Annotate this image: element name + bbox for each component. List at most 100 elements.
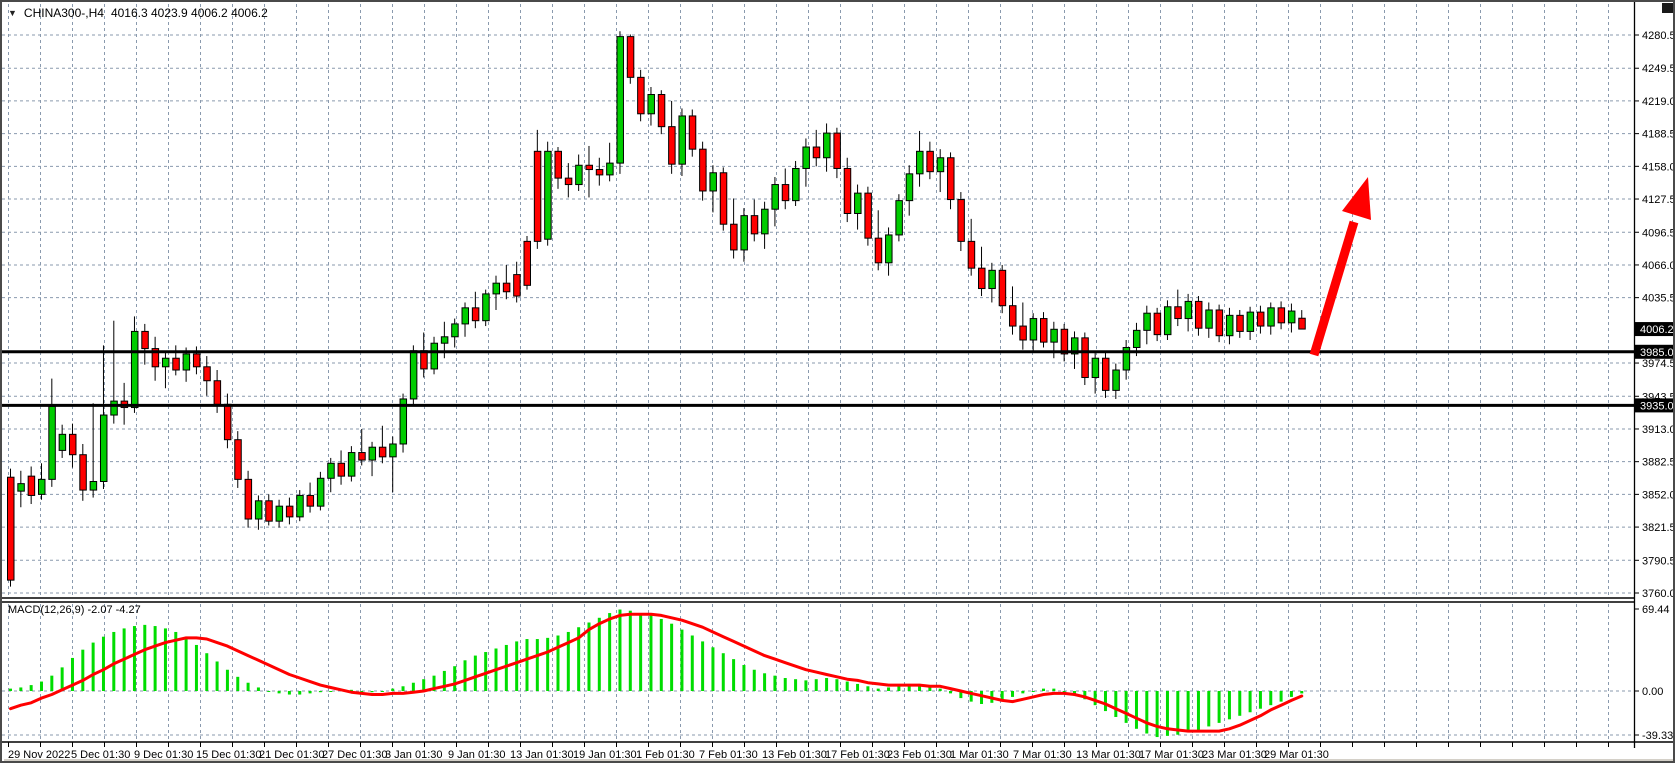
macd-histogram-bar	[577, 627, 581, 691]
macd-histogram-bar	[401, 686, 405, 691]
macd-histogram-bar	[112, 631, 116, 691]
macd-histogram-bar	[1207, 691, 1211, 727]
macd-histogram-bar	[101, 636, 105, 691]
macd-histogram-bar	[566, 631, 570, 691]
candle-bullish	[1184, 300, 1193, 320]
macd-tick-label: 0.00	[1642, 686, 1663, 698]
candle-bearish	[947, 157, 955, 201]
macd-histogram-bar	[70, 657, 74, 691]
date-label: 27 Dec 01:30	[322, 749, 387, 761]
macd-histogram-bar	[411, 682, 415, 691]
price-axis[interactable]: 4280.5 4249.5 4219.0 4188.5 4158.0 4127.5 4096…	[1634, 30, 1675, 600]
candle-bullish	[89, 481, 98, 491]
date-label: 1 Feb 01:30	[636, 749, 695, 761]
macd-histogram-bar	[463, 660, 467, 691]
macd-histogram-bar	[556, 635, 560, 691]
candle-bearish	[595, 169, 604, 176]
candle-bearish	[213, 380, 222, 405]
candle-bearish	[1194, 300, 1203, 329]
macd-histogram-bar	[525, 639, 529, 691]
window-corner-box	[1662, 3, 1673, 13]
macd-histogram-bar	[918, 683, 922, 691]
price-tick-label: 4188.5	[1642, 129, 1675, 141]
price-tick-label: 4035.5	[1642, 293, 1675, 305]
candle-bearish	[564, 177, 573, 186]
candle-bullish	[895, 200, 903, 236]
candle-bullish	[905, 173, 914, 202]
price-tick-label: 3974.5	[1642, 358, 1675, 370]
macd-histogram-bar	[1300, 691, 1304, 694]
macd-histogram-bar	[969, 691, 973, 702]
symbol-dropdown-icon[interactable]: ▼	[8, 8, 17, 18]
macd-histogram-bar	[618, 609, 622, 691]
candle-bearish	[812, 146, 821, 159]
macd-histogram-bar	[1196, 691, 1200, 730]
candle-bullish	[316, 477, 325, 507]
candle-bearish	[554, 150, 562, 179]
macd-histogram-bar	[1186, 691, 1190, 733]
candle-bearish	[1298, 317, 1306, 330]
price-tick-label: 3821.5	[1642, 522, 1675, 534]
macd-histogram-bar	[19, 687, 23, 691]
candle-bearish	[637, 76, 645, 115]
date-label: 7 Mar 01:30	[1013, 749, 1072, 761]
candle-bearish	[843, 167, 852, 214]
candle-bullish	[616, 36, 624, 164]
macd-histogram-bar	[1093, 691, 1097, 706]
macd-histogram-bar	[845, 681, 849, 691]
macd-histogram-bar	[360, 691, 364, 692]
candle-bullish	[792, 167, 800, 202]
macd-histogram-bar	[721, 653, 725, 691]
candle-bullish	[1122, 347, 1131, 371]
macd-histogram-bar	[308, 691, 312, 694]
macd-histogram-bar	[236, 676, 240, 691]
macd-histogram-bar	[535, 639, 539, 691]
macd-histogram-bar	[329, 691, 333, 692]
price-tick-label: 3913.0	[1642, 424, 1675, 436]
panel-separator[interactable]	[2, 596, 1634, 603]
macd-histogram-bar	[298, 691, 302, 695]
macd-histogram-bar	[205, 653, 209, 691]
price-tick-label: 4280.5	[1642, 30, 1675, 42]
macd-histogram-bar	[742, 665, 746, 691]
candle-bearish	[192, 353, 201, 368]
macd-histogram-bar	[804, 680, 808, 691]
candle-bullish	[678, 115, 686, 165]
macd-histogram-bar	[29, 685, 33, 691]
macd-histogram-bar	[1021, 691, 1025, 694]
candle-bearish	[471, 307, 480, 322]
macd-histogram-bar	[959, 691, 963, 699]
time-axis[interactable]: 29 Nov 2022 5 Dec 01:30 9 Dec 01:30 15 Dec …	[8, 742, 1609, 761]
candle-bullish	[482, 293, 490, 322]
candle-bullish	[988, 269, 996, 290]
macd-histogram-bar	[773, 675, 777, 691]
macd-histogram-bar	[380, 691, 384, 692]
macd-histogram-bar	[174, 631, 178, 691]
current-price-badge: 4006.2	[1640, 324, 1674, 336]
macd-axis[interactable]: 69.44 0.00 -39.33	[1634, 604, 1673, 742]
trend-arrow-annotation[interactable]	[1309, 177, 1371, 357]
candle-bearish	[7, 476, 15, 581]
candle-bullish	[440, 336, 449, 344]
candle-bearish	[1256, 311, 1265, 327]
candle-bearish	[719, 172, 728, 225]
macd-histogram-bar	[670, 623, 674, 691]
macd-layer	[9, 609, 1304, 738]
candle-bearish	[244, 478, 253, 520]
date-label: 17 Mar 01:30	[1139, 749, 1204, 761]
macd-histogram-bar	[473, 655, 477, 691]
candle-bearish	[1236, 314, 1244, 332]
macd-histogram-bar	[1134, 691, 1138, 729]
candle-bearish	[513, 274, 521, 297]
candle-bullish	[130, 330, 139, 409]
candle-bearish	[1019, 325, 1027, 341]
candle-bullish	[58, 433, 67, 451]
price-tick-label: 4249.5	[1642, 63, 1675, 75]
macd-histogram-bar	[60, 667, 64, 691]
candle-bullish	[854, 192, 862, 214]
date-label: 5 Dec 01:30	[71, 749, 130, 761]
macd-histogram-bar	[1238, 691, 1242, 716]
candle-bullish	[110, 400, 118, 416]
macd-histogram-bar	[1155, 691, 1159, 738]
